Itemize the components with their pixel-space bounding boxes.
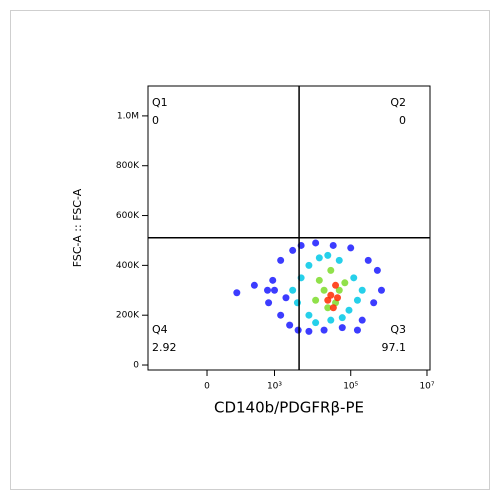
point bbox=[324, 251, 332, 259]
point bbox=[338, 324, 346, 332]
x-axis-title: CD140b/PDGFRβ-PE bbox=[214, 399, 364, 417]
point bbox=[364, 256, 372, 264]
point bbox=[332, 281, 340, 289]
point bbox=[338, 314, 346, 322]
point bbox=[233, 289, 241, 297]
point bbox=[358, 316, 366, 324]
point bbox=[377, 286, 385, 294]
y-tick-label: 800K bbox=[116, 161, 140, 171]
point bbox=[373, 266, 381, 274]
point bbox=[353, 296, 361, 304]
point bbox=[324, 296, 332, 304]
point bbox=[277, 256, 285, 264]
y-tick-label: 0 bbox=[133, 361, 139, 371]
point bbox=[347, 244, 355, 252]
point bbox=[334, 294, 342, 302]
point bbox=[305, 311, 313, 319]
point bbox=[250, 281, 258, 289]
point bbox=[335, 256, 343, 264]
quadrant-name: Q3 bbox=[390, 323, 406, 336]
point bbox=[329, 304, 337, 312]
point bbox=[350, 274, 358, 282]
x-tick-label: 10⁷ bbox=[419, 382, 434, 392]
point bbox=[286, 321, 294, 329]
point bbox=[312, 239, 320, 247]
point bbox=[315, 276, 323, 284]
quadrant-name: Q2 bbox=[390, 96, 406, 109]
point bbox=[264, 286, 272, 294]
point bbox=[324, 304, 332, 312]
point bbox=[282, 294, 290, 302]
x-tick-label: 10³ bbox=[267, 382, 282, 392]
y-axis-title: FSC-A :: FSC-A bbox=[71, 188, 84, 267]
point bbox=[269, 276, 277, 284]
quadrant-name: Q4 bbox=[152, 323, 168, 336]
point bbox=[312, 319, 320, 327]
point bbox=[353, 326, 361, 334]
x-tick-label: 0 bbox=[204, 382, 210, 392]
point bbox=[327, 316, 335, 324]
y-tick-label: 600K bbox=[116, 211, 140, 221]
point bbox=[270, 286, 278, 294]
quadrant-value: 2.92 bbox=[152, 341, 177, 354]
quadrant-value: 97.1 bbox=[382, 341, 407, 354]
quadrant-name: Q1 bbox=[152, 96, 168, 109]
point bbox=[329, 241, 337, 249]
quadrant-value: 0 bbox=[152, 114, 159, 127]
point bbox=[320, 286, 328, 294]
point bbox=[320, 326, 328, 334]
point bbox=[312, 296, 320, 304]
point bbox=[294, 326, 302, 334]
y-tick-label: 400K bbox=[116, 261, 140, 271]
quadrant-value: 0 bbox=[399, 114, 406, 127]
point bbox=[370, 299, 378, 307]
point bbox=[289, 246, 297, 254]
point bbox=[277, 311, 285, 319]
frame bbox=[10, 10, 490, 490]
point bbox=[335, 286, 343, 294]
point bbox=[289, 286, 297, 294]
x-tick-label: 10⁵ bbox=[343, 382, 358, 392]
point bbox=[293, 299, 301, 307]
point bbox=[305, 327, 313, 335]
y-tick-label: 1.0M bbox=[117, 111, 139, 121]
point bbox=[315, 254, 323, 262]
point bbox=[358, 286, 366, 294]
point bbox=[305, 261, 313, 269]
y-tick-label: 200K bbox=[116, 311, 140, 321]
point bbox=[341, 279, 349, 287]
point bbox=[265, 299, 273, 307]
point bbox=[345, 306, 353, 314]
point bbox=[327, 266, 335, 274]
